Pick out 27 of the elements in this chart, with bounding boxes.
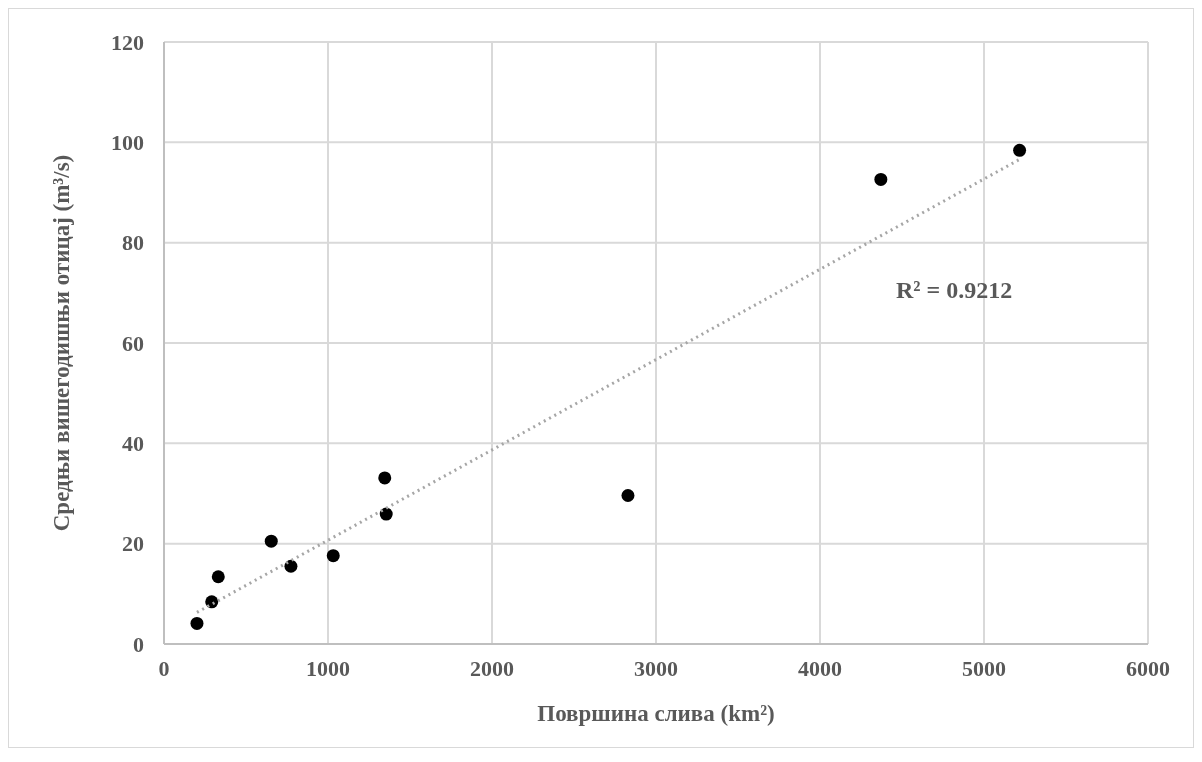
x-axis-title: Површина слива (km²) <box>537 701 775 726</box>
y-tick-label: 80 <box>122 230 144 256</box>
x-tick-label: 4000 <box>798 655 842 681</box>
point <box>621 489 635 503</box>
x-tick-label: 2000 <box>470 655 514 681</box>
point <box>190 616 204 630</box>
point <box>284 559 298 573</box>
x-tick-label: 5000 <box>962 655 1006 681</box>
y-tick-label: 60 <box>122 330 144 356</box>
annotation: R² = 0.9212 <box>896 277 1013 304</box>
point <box>211 570 225 584</box>
y-tick-label: 20 <box>122 531 144 557</box>
x-tick-label: 0 <box>158 655 170 681</box>
x-tick-label: 3000 <box>634 655 678 681</box>
point <box>874 172 888 186</box>
x-tick-label: 1000 <box>306 655 350 681</box>
point <box>1013 143 1027 157</box>
x-tick-label: 6000 <box>1126 655 1170 681</box>
y-axis-title: Средњи вишегодишњи отицај (m³/s) <box>49 154 75 532</box>
point <box>326 549 340 563</box>
y-tick-label: 100 <box>111 130 144 156</box>
point <box>264 534 278 548</box>
y-tick-label: 40 <box>122 431 144 457</box>
point <box>378 471 392 485</box>
point <box>379 507 393 521</box>
y-tick-label: 0 <box>133 631 144 657</box>
y-tick-label: 120 <box>111 29 144 55</box>
